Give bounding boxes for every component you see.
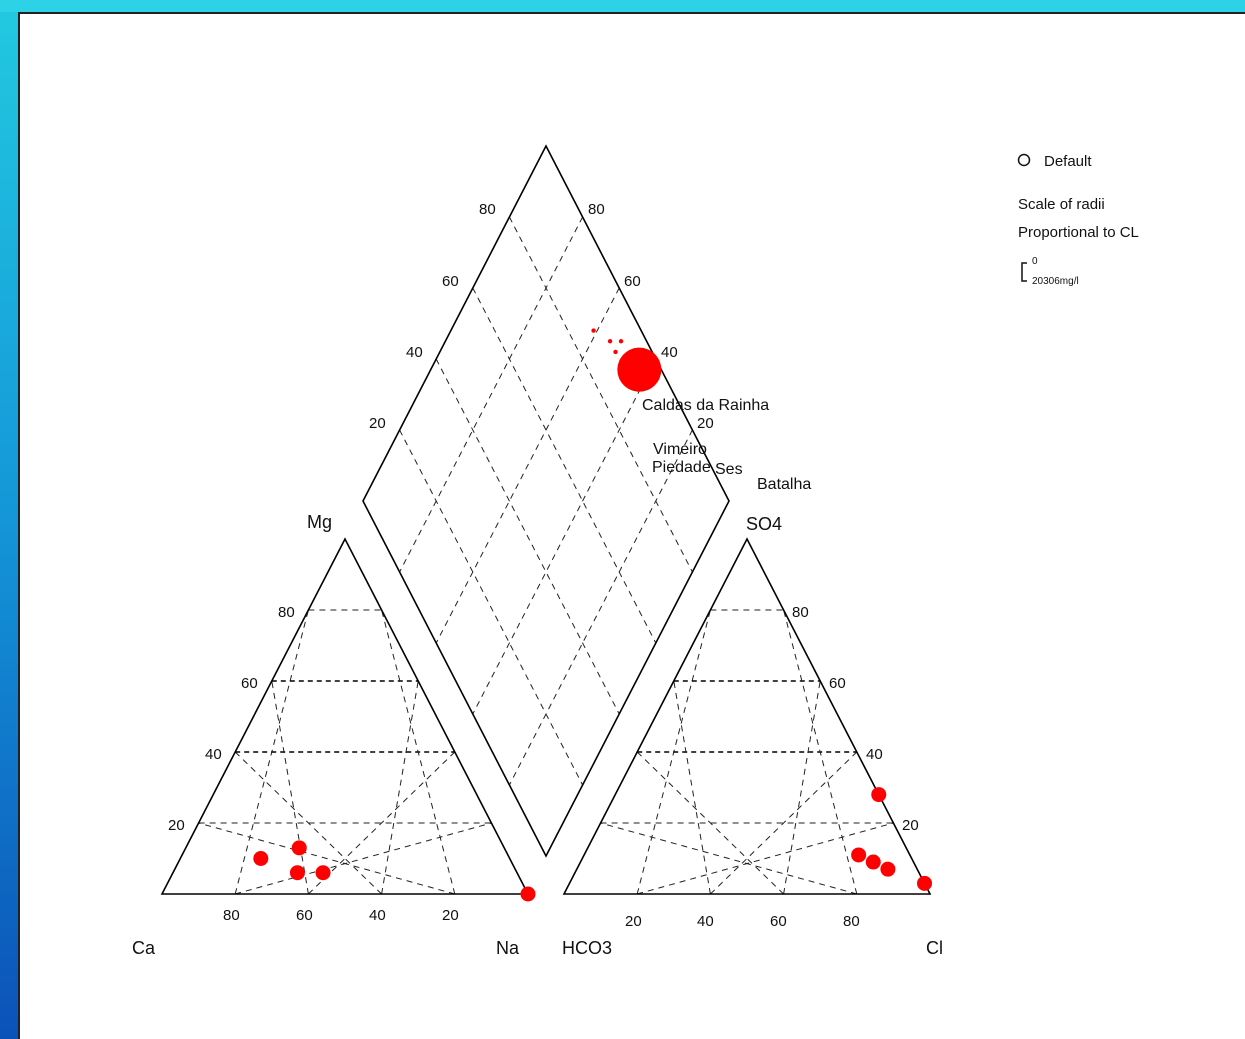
anion-grid-diagonal xyxy=(673,680,711,895)
tick-anion-right: 20 xyxy=(902,817,919,834)
anion-grid-diagonal xyxy=(636,751,784,895)
label-piedade: Piedade xyxy=(652,459,711,476)
point-layer xyxy=(253,328,933,902)
tick-diamond-left: 40 xyxy=(406,344,423,361)
axis-label-ca: Ca xyxy=(132,938,156,958)
anion-data-point xyxy=(917,875,933,891)
tick-diamond-right: 40 xyxy=(661,344,678,361)
label-caldas-da-rainha: Caldas da Rainha xyxy=(642,397,769,414)
tick-anion-bottom: 60 xyxy=(770,913,787,930)
piper-diagram: Ca Na HCO3 Cl Mg SO4 80 60 40 20 20 40 6… xyxy=(132,144,1139,958)
cation-grid-diagonal xyxy=(235,822,492,895)
tick-anion-right: 60 xyxy=(829,675,846,692)
cation-grid-diagonal xyxy=(381,680,419,895)
tick-diamond-right: 80 xyxy=(588,201,605,218)
legend-default-symbol-icon xyxy=(1017,153,1031,167)
cation-grid-diagonal xyxy=(234,751,382,895)
cation-data-point xyxy=(289,865,305,881)
axis-label-cl: Cl xyxy=(926,938,943,958)
frame-layer xyxy=(160,144,932,895)
cation-grid-diagonal xyxy=(381,609,456,895)
label-ses: Ses xyxy=(715,461,743,478)
legend-scale-max: 20306mg/l xyxy=(1032,276,1079,287)
axis-label-mg: Mg xyxy=(307,512,332,532)
legend-scale-line1: Scale of radii xyxy=(1018,196,1105,213)
diamond xyxy=(362,144,730,858)
legend-scale-min: 0 xyxy=(1032,256,1038,267)
cation-triangle xyxy=(160,537,530,895)
cation-data-point xyxy=(253,851,269,866)
anion-data-point xyxy=(865,854,881,870)
diamond-grid-line xyxy=(435,358,620,715)
label-vimeiro: Vimeiro xyxy=(653,441,707,458)
cation-data-point xyxy=(520,886,536,902)
tick-cation-bottom: 60 xyxy=(296,907,313,924)
cation-data-point xyxy=(315,865,331,881)
tick-diamond-right: 20 xyxy=(697,415,714,432)
tick-diamond-left: 20 xyxy=(369,415,386,432)
tick-diamond-left: 60 xyxy=(442,273,459,290)
label-batalha: Batalha xyxy=(757,476,811,493)
anion-data-point xyxy=(871,787,887,803)
anion-grid-diagonal xyxy=(600,822,857,895)
tick-anion-bottom: 40 xyxy=(697,913,714,930)
diamond-grid-line xyxy=(472,287,657,644)
legend-bracket-icon xyxy=(1021,262,1027,282)
axis-label-hco3: HCO3 xyxy=(562,938,612,958)
diamond-data-point xyxy=(618,339,624,344)
diamond-data-point xyxy=(613,349,618,355)
tick-cation-bottom: 40 xyxy=(369,907,386,924)
diamond-grid-line xyxy=(508,429,693,786)
tick-cation-left: 20 xyxy=(168,817,185,834)
window-top-bar xyxy=(0,0,1245,12)
tick-diamond-right: 60 xyxy=(624,273,641,290)
legend-scale-line2: Proportional to CL xyxy=(1018,224,1139,241)
cation-grid-diagonal xyxy=(198,822,455,895)
diamond-grid-line xyxy=(399,429,584,786)
tick-cation-left: 80 xyxy=(278,604,295,621)
tick-cation-left: 40 xyxy=(205,746,222,763)
anion-grid-diagonal xyxy=(710,751,858,895)
diamond-grid-line xyxy=(399,216,584,573)
axis-label-so4: SO4 xyxy=(746,514,782,534)
diamond-grid-line xyxy=(435,287,620,644)
cation-grid-diagonal xyxy=(308,751,456,895)
anion-grid-diagonal xyxy=(783,609,858,895)
cation-grid-diagonal xyxy=(271,680,309,895)
tick-cation-left: 60 xyxy=(241,675,258,692)
tick-diamond-left: 80 xyxy=(479,201,496,218)
tick-anion-right: 80 xyxy=(792,604,809,621)
anion-data-point xyxy=(851,847,867,863)
grid-layer xyxy=(198,216,894,895)
legend: Default Scale of radii Proportional to C… xyxy=(1017,153,1139,287)
diamond-data-point xyxy=(591,328,596,333)
diamond-grid-line xyxy=(472,358,657,715)
tick-cation-bottom: 80 xyxy=(223,907,240,924)
diamond-data-point xyxy=(607,339,613,344)
anion-grid-diagonal xyxy=(783,680,821,895)
tick-anion-right: 40 xyxy=(866,746,883,763)
diamond-data-point xyxy=(617,347,662,392)
tick-anion-bottom: 80 xyxy=(843,913,860,930)
legend-default-label: Default xyxy=(1044,153,1092,170)
anion-grid-diagonal xyxy=(637,822,894,895)
plot-panel: Ca Na HCO3 Cl Mg SO4 80 60 40 20 20 40 6… xyxy=(18,12,1245,1039)
diamond-grid-line xyxy=(508,216,693,573)
anion-data-point xyxy=(880,861,896,877)
axis-label-na: Na xyxy=(496,938,520,958)
tick-cation-bottom: 20 xyxy=(442,907,459,924)
anion-triangle xyxy=(562,537,932,895)
tick-anion-bottom: 20 xyxy=(625,913,642,930)
cation-data-point xyxy=(291,840,307,856)
